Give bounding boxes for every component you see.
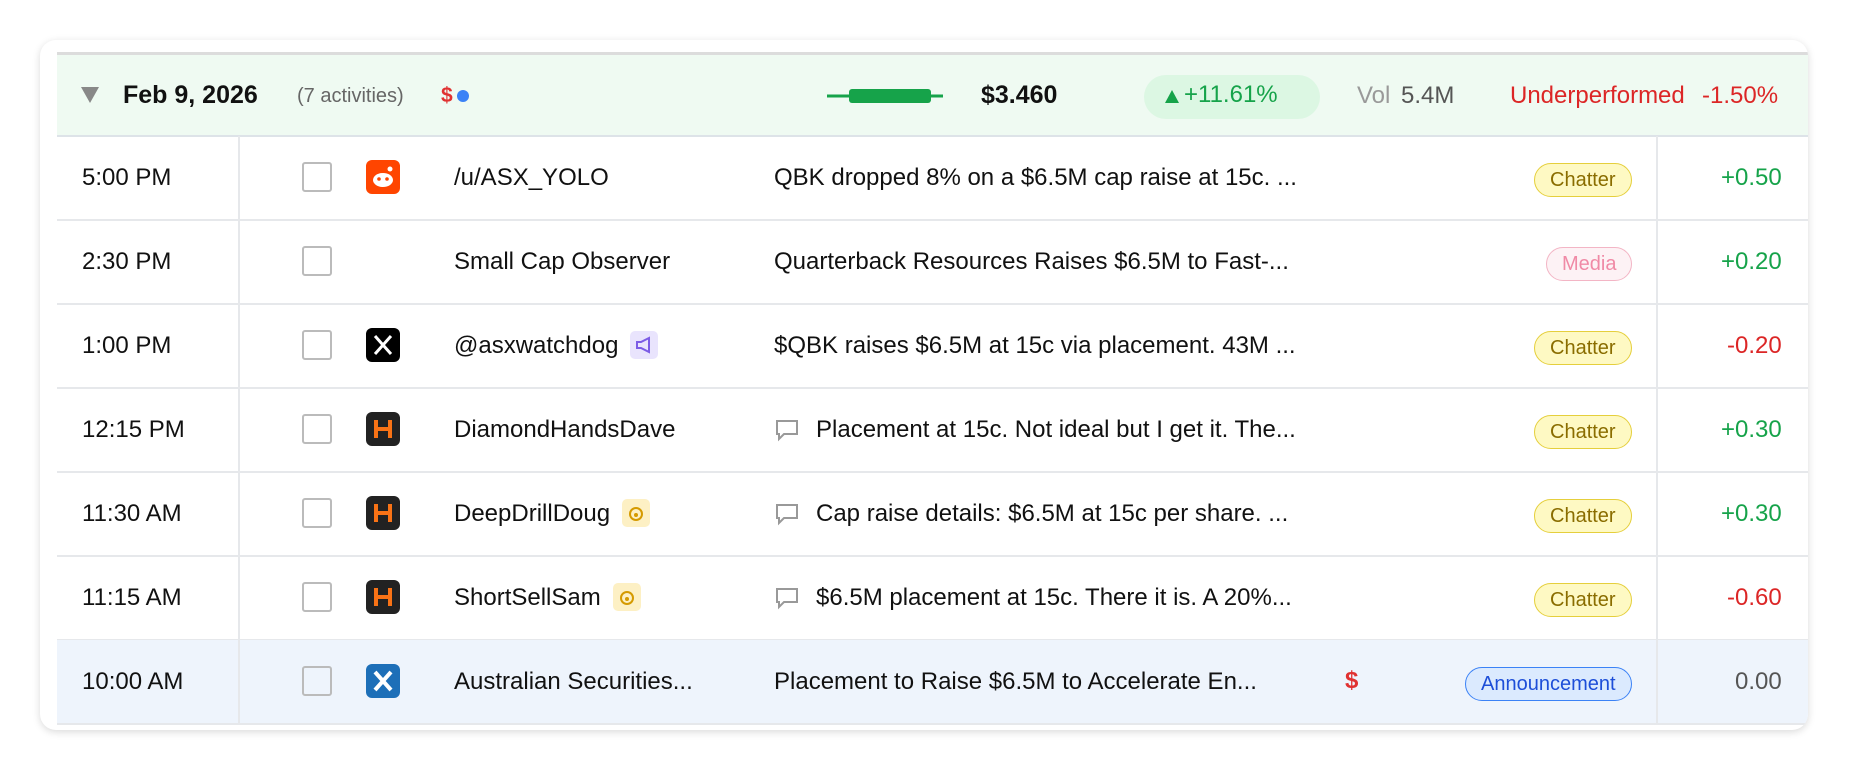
comment-icon	[774, 586, 800, 617]
checkbox[interactable]	[302, 162, 332, 192]
source-icon	[366, 160, 400, 194]
time: 11:30 AM	[82, 500, 182, 527]
collapse-arrow[interactable]	[81, 87, 99, 103]
tag: Chatter	[1534, 163, 1632, 197]
time: 1:00 PM	[82, 332, 172, 359]
activity-count: (7 activities)	[297, 85, 404, 107]
activity-row[interactable]: 11:15 AM ShortSellSam $6.5M placement at 1…	[57, 556, 1808, 641]
divider	[238, 388, 240, 471]
score: -0.60	[1727, 584, 1782, 611]
divider	[238, 640, 240, 723]
source: Australian Securities...	[454, 668, 693, 695]
activity-text[interactable]: Placement to Raise $6.5M to Accelerate E…	[774, 668, 1257, 695]
source-badge	[630, 331, 658, 359]
checkbox[interactable]	[302, 498, 332, 528]
score: +0.30	[1721, 416, 1782, 443]
time: 2:30 PM	[82, 248, 172, 275]
day-header[interactable]: Feb 9, 2026 (7 activities) $ $3.460 +11.…	[57, 52, 1808, 137]
divider	[1656, 640, 1658, 723]
checkbox[interactable]	[302, 414, 332, 444]
comment-icon	[774, 418, 800, 449]
tag: Media	[1546, 247, 1633, 281]
vol-label: Vol	[1357, 82, 1391, 109]
checkbox[interactable]	[302, 246, 332, 276]
score: +0.30	[1721, 500, 1782, 527]
divider	[238, 136, 240, 219]
divider	[1656, 556, 1658, 639]
date: Feb 9, 2026	[123, 81, 258, 109]
perf-label: Underperformed	[1510, 82, 1685, 109]
divider	[1656, 472, 1658, 555]
divider	[1656, 388, 1658, 471]
score: +0.20	[1721, 248, 1782, 275]
activity-text[interactable]: Cap raise details: $6.5M at 15c per shar…	[816, 500, 1289, 527]
source: Small Cap Observer	[454, 248, 671, 275]
range-bar	[827, 89, 943, 103]
source-icon	[366, 580, 400, 614]
tag: Chatter	[1534, 331, 1632, 365]
activity-card: Feb 9, 2026 (7 activities) $ $3.460 +11.…	[40, 40, 1808, 730]
perf: -1.50%	[1702, 82, 1779, 109]
source-badge	[622, 499, 650, 527]
score: +0.50	[1721, 164, 1782, 191]
change: +11.61%	[1184, 81, 1278, 108]
activity-text[interactable]: Quarterback Resources Raises $6.5M to Fa…	[774, 248, 1289, 275]
tag: Chatter	[1534, 499, 1632, 533]
tag: Announcement	[1465, 667, 1632, 701]
source-icon	[366, 664, 400, 698]
time: 11:15 AM	[82, 584, 182, 611]
score: -0.20	[1727, 332, 1782, 359]
activity-row[interactable]: 10:00 AM Australian Securities... Placemen…	[57, 640, 1808, 725]
dot	[457, 90, 469, 102]
time: 10:00 AM	[82, 668, 184, 695]
activity-text[interactable]: $QBK raises $6.5M at 15c via placement. …	[774, 332, 1296, 359]
price: $3.460	[981, 81, 1058, 109]
tag: Chatter	[1534, 583, 1632, 617]
up-arrow	[1165, 90, 1179, 103]
divider	[1656, 220, 1658, 303]
activity-row[interactable]: 11:30 AM DeepDrillDoug Cap raise details: …	[57, 472, 1808, 557]
score: 0.00	[1735, 668, 1782, 695]
activity-row[interactable]: 2:30 PM Small Cap Observer Quarterback Res…	[57, 220, 1808, 305]
source: ShortSellSam	[454, 584, 601, 611]
activity-row[interactable]: 5:00 PM/u/ASX_YOLO QBK dropped 8% on a $6…	[57, 136, 1808, 221]
source-badge	[613, 583, 641, 611]
source-icon	[366, 496, 400, 530]
price-flag: $	[441, 84, 453, 107]
divider	[238, 472, 240, 555]
activity-text[interactable]: QBK dropped 8% on a $6.5M cap raise at 1…	[774, 164, 1297, 191]
tag: Chatter	[1534, 415, 1632, 449]
price-flag: $	[1345, 667, 1359, 694]
divider	[238, 304, 240, 387]
checkbox[interactable]	[302, 330, 332, 360]
activity-row[interactable]: 12:15 PM DiamondHandsDave Placement at 15c…	[57, 388, 1808, 473]
activity-row[interactable]: 1:00 PM @asxwatchdog $QBK raises $6.5M at …	[57, 304, 1808, 389]
checkbox[interactable]	[302, 666, 332, 696]
checkbox[interactable]	[302, 582, 332, 612]
comment-icon	[774, 502, 800, 533]
source: /u/ASX_YOLO	[454, 164, 609, 191]
divider	[238, 556, 240, 639]
divider	[1656, 304, 1658, 387]
divider	[238, 220, 240, 303]
source-icon	[366, 412, 400, 446]
time: 5:00 PM	[82, 164, 172, 191]
time: 12:15 PM	[82, 416, 185, 443]
activity-text[interactable]: $6.5M placement at 15c. There it is. A 2…	[816, 584, 1292, 611]
source-icon	[366, 328, 400, 362]
divider	[1656, 136, 1658, 219]
source: @asxwatchdog	[454, 332, 619, 359]
source: DiamondHandsDave	[454, 416, 676, 443]
source: DeepDrillDoug	[454, 500, 611, 527]
activity-text[interactable]: Placement at 15c. Not ideal but I get it…	[816, 416, 1296, 443]
vol: 5.4M	[1401, 82, 1455, 109]
